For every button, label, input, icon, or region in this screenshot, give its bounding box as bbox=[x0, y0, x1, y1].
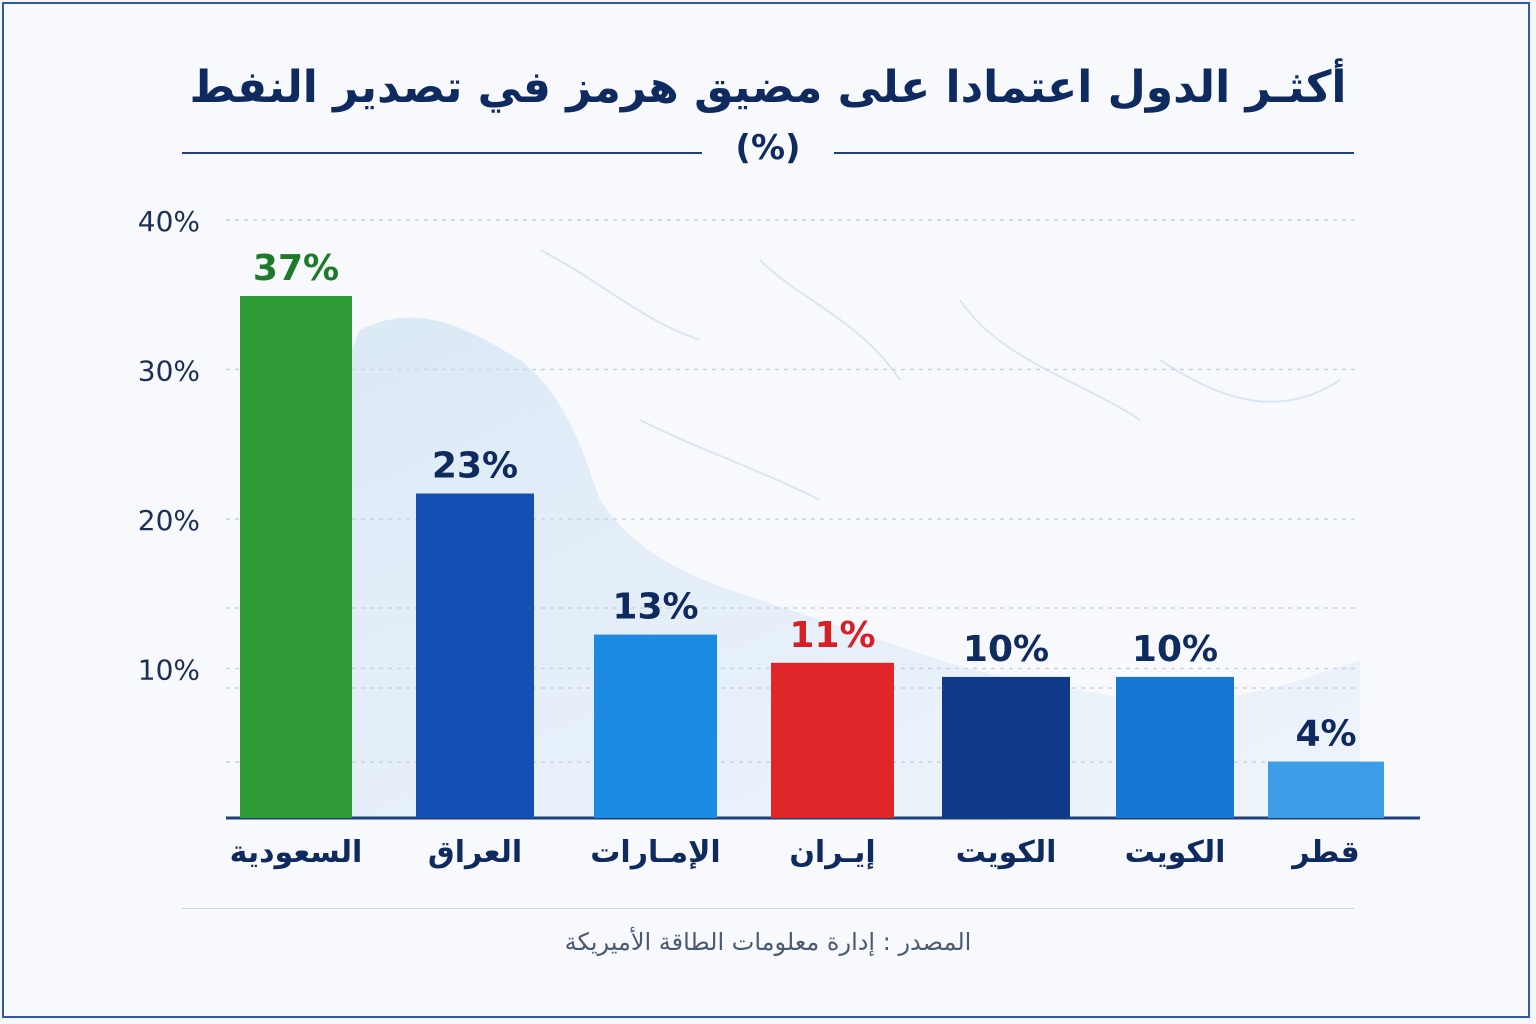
bar-value-label: 13% bbox=[612, 587, 698, 628]
bar-value-label: 10% bbox=[1132, 629, 1218, 670]
x-category-label: الكويت bbox=[1125, 835, 1226, 870]
subtitle-row: (%) bbox=[182, 128, 1354, 180]
bar-value-label: 11% bbox=[789, 615, 875, 656]
source-rule bbox=[182, 908, 1354, 909]
y-tick-label: 30% bbox=[138, 355, 200, 388]
subtitle-rule-right bbox=[834, 152, 1354, 154]
x-category-label: الكويت bbox=[956, 835, 1057, 870]
x-category-label: العراق bbox=[428, 835, 522, 870]
y-tick-label: 40% bbox=[138, 205, 200, 238]
bar bbox=[1268, 761, 1384, 818]
chart-title: أكثـر الدول اعتمادا على مضيق هرمز في تصد… bbox=[189, 62, 1347, 113]
bar bbox=[240, 296, 352, 818]
bar bbox=[594, 634, 717, 818]
x-category-label: الإمـارات bbox=[590, 835, 720, 870]
subtitle-rule-left bbox=[182, 152, 702, 154]
bar-value-label: 4% bbox=[1295, 714, 1356, 755]
bar-value-label: 10% bbox=[963, 629, 1049, 670]
bar bbox=[942, 676, 1070, 818]
x-category-label: السعودية bbox=[230, 835, 363, 870]
bar-value-label: 37% bbox=[253, 248, 339, 289]
chart-subtitle: (%) bbox=[735, 128, 801, 168]
y-tick-label: 20% bbox=[138, 504, 200, 537]
bar bbox=[1116, 676, 1234, 818]
bar bbox=[771, 662, 894, 818]
bar-value-label: 23% bbox=[432, 446, 518, 487]
y-tick-label: 10% bbox=[138, 654, 200, 687]
x-category-label: قطر bbox=[1290, 835, 1360, 870]
x-category-label: إيـران bbox=[789, 835, 875, 870]
source-note: المصدر : إدارة معلومات الطاقة الأميريكة bbox=[564, 928, 972, 956]
bar bbox=[416, 493, 534, 818]
